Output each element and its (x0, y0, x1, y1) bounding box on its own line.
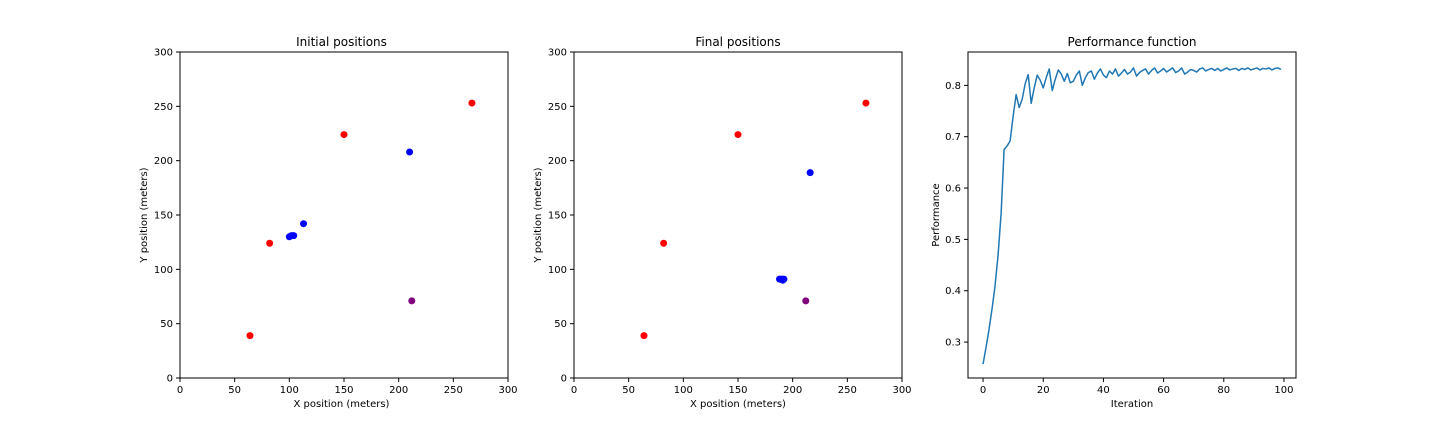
scatter-point (734, 131, 742, 139)
x-axis-label: X position (meters) (690, 399, 786, 410)
y-axis-label: Y position (meters) (533, 167, 544, 263)
plot-frame (967, 51, 1297, 379)
x-tick-label: 200 (389, 385, 408, 396)
x-tick-label: 20 (1037, 385, 1050, 396)
final-positions-panel: Final positions X position (meters) Y po… (533, 35, 912, 410)
x-tick-label: 250 (444, 385, 463, 396)
x-tick-label: 100 (674, 385, 693, 396)
chart-title: Initial positions (296, 35, 387, 49)
performance-line (982, 67, 1282, 365)
scatter-point (246, 332, 254, 340)
y-tick-label: 0.7 (945, 132, 961, 143)
y-tick-label: 0.6 (945, 184, 961, 195)
y-tick-label: 0.8 (945, 81, 961, 92)
y-tick-label: 200 (154, 156, 173, 167)
y-tick-label: 250 (548, 102, 567, 113)
y-tick-label: 300 (154, 48, 173, 59)
initial-positions-panel: Initial positions X position (meters) Y … (139, 35, 518, 410)
x-tick-label: 150 (728, 385, 747, 396)
scatter-point (266, 239, 274, 247)
y-tick-label: 150 (154, 211, 173, 222)
chart-title: Final positions (695, 35, 780, 49)
scatter-markers (640, 99, 870, 340)
scatter-point (862, 99, 870, 107)
scatter-markers (246, 99, 476, 340)
x-tick-label: 0 (980, 385, 986, 396)
y-tick-label: 50 (160, 319, 173, 330)
y-tick-label: 0 (561, 374, 567, 385)
scatter-point (780, 275, 788, 283)
y-tick-label: 0.5 (945, 235, 961, 246)
x-tick-label: 50 (622, 385, 635, 396)
x-tick-label: 40 (1097, 385, 1110, 396)
y-tick-label: 200 (548, 156, 567, 167)
scatter-point (468, 99, 476, 107)
chart-title: Performance function (1068, 35, 1197, 49)
x-axis-label: Iteration (1111, 399, 1153, 410)
y-tick-label: 250 (154, 102, 173, 113)
scatter-point (640, 332, 648, 340)
y-tick-label: 100 (548, 265, 567, 276)
scatter-point (802, 297, 810, 305)
plot-frame (179, 51, 509, 379)
scatter-point (406, 148, 414, 156)
y-tick-label: 0.3 (945, 338, 961, 349)
scatter-point (806, 169, 814, 177)
scatter-point (300, 220, 308, 228)
performance-panel: Performance function Iteration Performan… (931, 35, 1297, 410)
x-tick-label: 50 (228, 385, 241, 396)
y-tick-label: 300 (548, 48, 567, 59)
scatter-point (290, 232, 298, 240)
y-tick-label: 0 (167, 374, 173, 385)
y-axis-label: Y position (meters) (139, 167, 150, 263)
axis-ticks: 0 50 100 150 200 250 300 0 50 100 150 200 250 300 (154, 48, 518, 397)
x-axis-label: X position (meters) (294, 399, 390, 410)
y-axis-label: Performance (931, 183, 942, 246)
y-tick-label: 150 (548, 211, 567, 222)
x-tick-label: 80 (1217, 385, 1230, 396)
x-tick-label: 100 (1274, 385, 1293, 396)
series-line (982, 67, 1282, 365)
scatter-point (340, 131, 348, 139)
x-tick-label: 300 (892, 385, 911, 396)
y-tick-label: 50 (554, 319, 567, 330)
x-tick-label: 0 (571, 385, 577, 396)
scatter-point (408, 297, 416, 305)
y-tick-label: 0.4 (945, 286, 961, 297)
axis-ticks: 0 20 40 60 80 100 0.3 0.4 0.5 0.6 0.7 0.8 (945, 81, 1293, 396)
x-tick-label: 250 (838, 385, 857, 396)
x-tick-label: 0 (177, 385, 183, 396)
y-tick-label: 100 (154, 265, 173, 276)
scatter-point (660, 239, 668, 247)
x-tick-label: 60 (1157, 385, 1170, 396)
x-tick-label: 150 (334, 385, 353, 396)
x-tick-label: 300 (498, 385, 517, 396)
x-tick-label: 100 (280, 385, 299, 396)
axis-ticks: 0 50 100 150 200 250 300 0 50 100 150 200 250 300 (548, 48, 912, 397)
plot-frame (573, 51, 903, 379)
x-tick-label: 200 (783, 385, 802, 396)
